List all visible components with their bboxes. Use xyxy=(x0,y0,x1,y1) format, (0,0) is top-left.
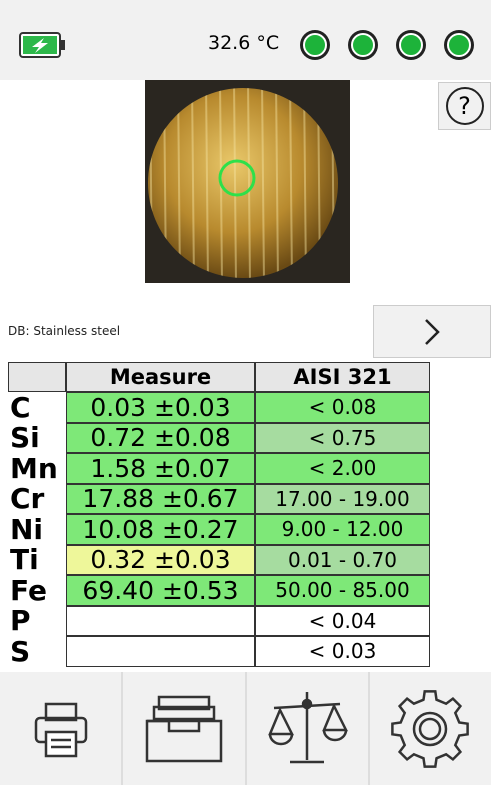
spec-cell: 17.00 - 19.00 xyxy=(255,484,430,515)
measure-cell: 10.08 ±0.27 xyxy=(66,514,255,545)
temperature: 32.6 °C xyxy=(208,32,279,54)
spec-cell: < 0.75 xyxy=(255,423,430,454)
measure-cell xyxy=(66,606,255,637)
spec-cell: < 0.03 xyxy=(255,636,430,667)
status-indicator xyxy=(448,34,470,56)
measure-cell: 17.88 ±0.67 xyxy=(66,484,255,515)
toolbar xyxy=(0,672,491,785)
balance-icon xyxy=(262,684,352,774)
measure-cell: 0.32 ±0.03 xyxy=(66,545,255,576)
printer-icon xyxy=(26,694,96,764)
element-cell: Ni xyxy=(8,514,66,545)
battery-icon xyxy=(18,30,68,60)
help-label: ? xyxy=(446,87,484,125)
status-indicator xyxy=(352,34,374,56)
spec-cell: 9.00 - 12.00 xyxy=(255,514,430,545)
status-bar: 32.6 °C xyxy=(0,0,491,80)
camera-image xyxy=(145,80,350,283)
next-button[interactable] xyxy=(373,305,491,358)
gear-icon xyxy=(385,684,475,774)
measure-cell xyxy=(66,636,255,667)
spec-cell: < 2.00 xyxy=(255,453,430,484)
status-indicator xyxy=(400,34,422,56)
archive-icon xyxy=(139,689,229,769)
spec-cell: < 0.08 xyxy=(255,392,430,423)
print-button[interactable] xyxy=(0,672,123,785)
help-button[interactable]: ? xyxy=(438,82,491,130)
element-cell: P xyxy=(8,606,66,637)
element-cell: S xyxy=(8,636,66,667)
archive-button[interactable] xyxy=(123,672,246,785)
element-cell: Fe xyxy=(8,575,66,606)
chevron-icon xyxy=(374,306,490,357)
element-cell: C xyxy=(8,392,66,423)
indicators xyxy=(290,26,490,66)
element-cell: Cr xyxy=(8,484,66,515)
measure-cell: 0.72 ±0.08 xyxy=(66,423,255,454)
header-grade: AISI 321 xyxy=(255,362,430,392)
status-indicator xyxy=(304,34,326,56)
spec-cell: 0.01 - 0.70 xyxy=(255,545,430,576)
measure-cell: 69.40 ±0.53 xyxy=(66,575,255,606)
element-cell: Mn xyxy=(8,453,66,484)
element-cell: Si xyxy=(8,423,66,454)
settings-button[interactable] xyxy=(370,672,491,785)
measure-cell: 1.58 ±0.07 xyxy=(66,453,255,484)
spec-cell: < 0.04 xyxy=(255,606,430,637)
element-cell: Ti xyxy=(8,545,66,576)
database-label: DB: Stainless steel xyxy=(8,324,120,338)
measure-cell: 0.03 ±0.03 xyxy=(66,392,255,423)
spec-cell: 50.00 - 85.00 xyxy=(255,575,430,606)
screen: 32.6 °C ? DB: Stainless steel MeasureAIS… xyxy=(0,0,491,785)
header-corner xyxy=(8,362,66,392)
header-measure: Measure xyxy=(66,362,255,392)
balance-button[interactable] xyxy=(247,672,370,785)
